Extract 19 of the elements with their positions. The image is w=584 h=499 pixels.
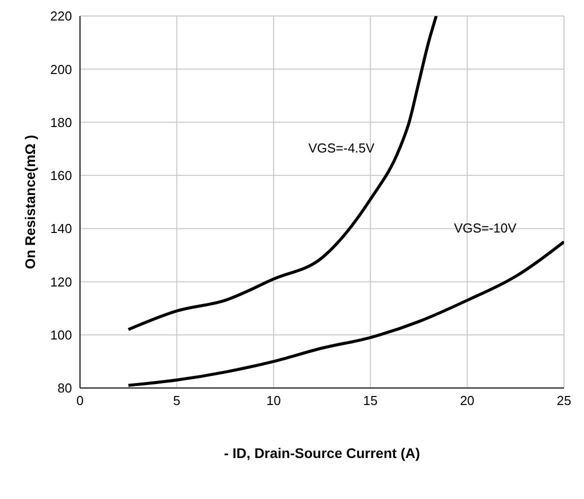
y-axis-title: On Resistance(mΩ ) <box>22 134 38 270</box>
x-tick-label: 15 <box>363 393 378 408</box>
x-axis-title: - ID, Drain-Source Current (A) <box>224 445 420 461</box>
series-label: VGS=-4.5V <box>308 140 375 156</box>
x-tick-label: 25 <box>556 393 572 408</box>
y-tick-label: 100 <box>50 327 72 342</box>
x-tick-label: 10 <box>266 393 281 408</box>
y-tick-label: 200 <box>50 62 72 77</box>
text: VGS=-10V <box>454 220 517 236</box>
x-tick-label: 0 <box>76 393 84 408</box>
y-tick-label: 140 <box>50 221 72 236</box>
x-tick-label: 5 <box>173 393 180 408</box>
y-tick-label: 160 <box>50 168 72 184</box>
y-tick-label: 180 <box>50 114 72 130</box>
line-series <box>126 16 438 332</box>
y-tick-label: 120 <box>50 274 72 290</box>
y-tick-label: 80 <box>58 380 72 396</box>
y-tick-label: 220 <box>50 8 72 24</box>
x-tick-label: 20 <box>460 393 474 408</box>
